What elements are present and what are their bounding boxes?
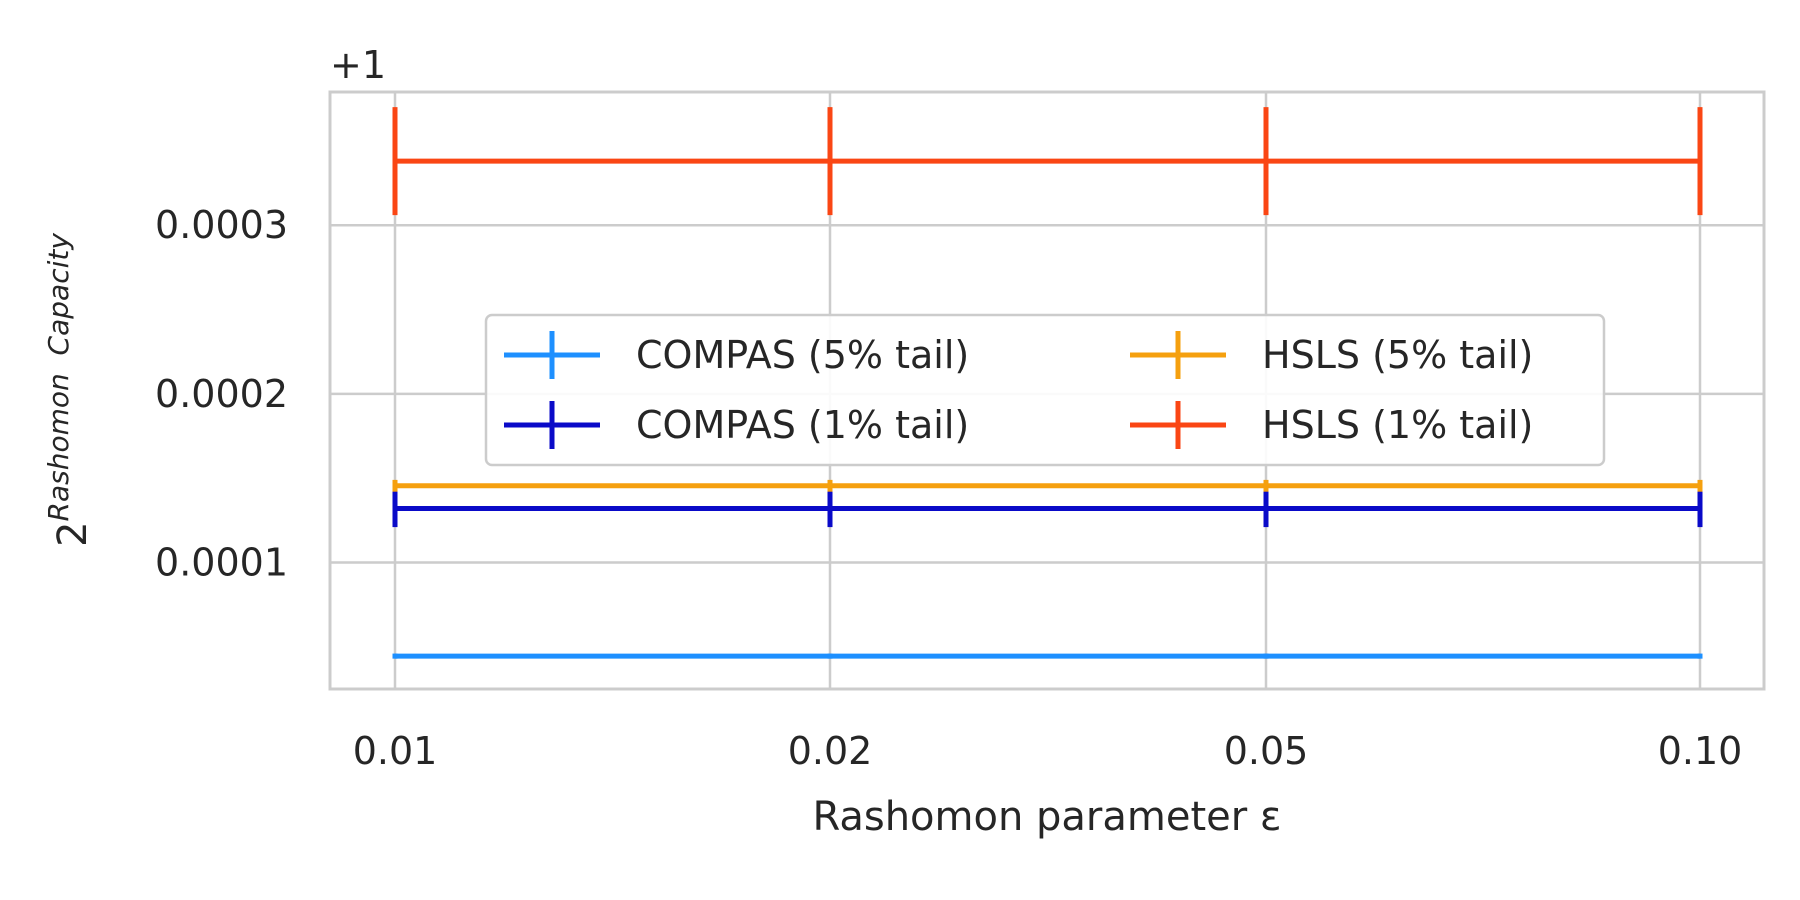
series-group (392, 653, 1703, 659)
y-tick-labels: 0.0001 0.0002 0.0003 (155, 203, 288, 584)
x-axis-label: Rashomon parameter ε (812, 794, 1281, 840)
data-point (827, 506, 833, 512)
y-tick-label: 0.0002 (155, 372, 288, 416)
data-point (1697, 158, 1703, 164)
legend-entry: HSLS (5% tail) (1130, 331, 1533, 379)
data-point (1263, 483, 1269, 489)
legend-entry: COMPAS (1% tail) (504, 401, 969, 449)
series-layer (392, 107, 1703, 659)
data-point (392, 483, 398, 489)
data-point (392, 158, 398, 164)
y-axis-label-base: 2 (50, 521, 96, 546)
data-point (1263, 506, 1269, 512)
legend-label: HSLS (1% tail) (1262, 403, 1533, 447)
legend-label: HSLS (5% tail) (1262, 333, 1533, 377)
series-group (392, 479, 1703, 492)
plot-frame (328, 90, 1766, 691)
series-group (392, 107, 1703, 216)
legend-label: COMPAS (5% tail) (636, 333, 969, 377)
y-axis-label-exponent: Rashomon Capacity (42, 233, 75, 522)
x-tick-label: 0.01 (353, 729, 438, 773)
data-point (392, 506, 398, 512)
data-point (1697, 483, 1703, 489)
legend-label: COMPAS (1% tail) (636, 403, 969, 447)
x-tick-label: 0.02 (788, 729, 873, 773)
series-group (392, 490, 1703, 528)
y-tick-label: 0.0003 (155, 203, 288, 247)
x-tick-label: 0.05 (1224, 729, 1309, 773)
y-tick-label: 0.0001 (155, 541, 288, 585)
x-tick-labels: 0.01 0.02 0.05 0.10 (353, 729, 1743, 773)
data-point (827, 158, 833, 164)
y-axis-label: 2Rashomon Capacity (42, 233, 96, 547)
legend-entry: COMPAS (5% tail) (504, 331, 969, 379)
data-point (1263, 653, 1269, 659)
svg-text:2Rashomon Capacity: 2Rashomon Capacity (42, 233, 96, 547)
legend: COMPAS (5% tail) HSLS (5% tail) COMPAS (1%… (484, 313, 1606, 467)
data-point (392, 653, 398, 659)
data-point (1263, 158, 1269, 164)
data-point (1697, 653, 1703, 659)
y-offset-label: +1 (330, 43, 386, 87)
data-point (827, 483, 833, 489)
legend-box (484, 313, 1606, 467)
legend-entry: HSLS (1% tail) (1130, 401, 1533, 449)
data-point (1697, 506, 1703, 512)
x-tick-label: 0.10 (1658, 729, 1743, 773)
data-point (827, 653, 833, 659)
